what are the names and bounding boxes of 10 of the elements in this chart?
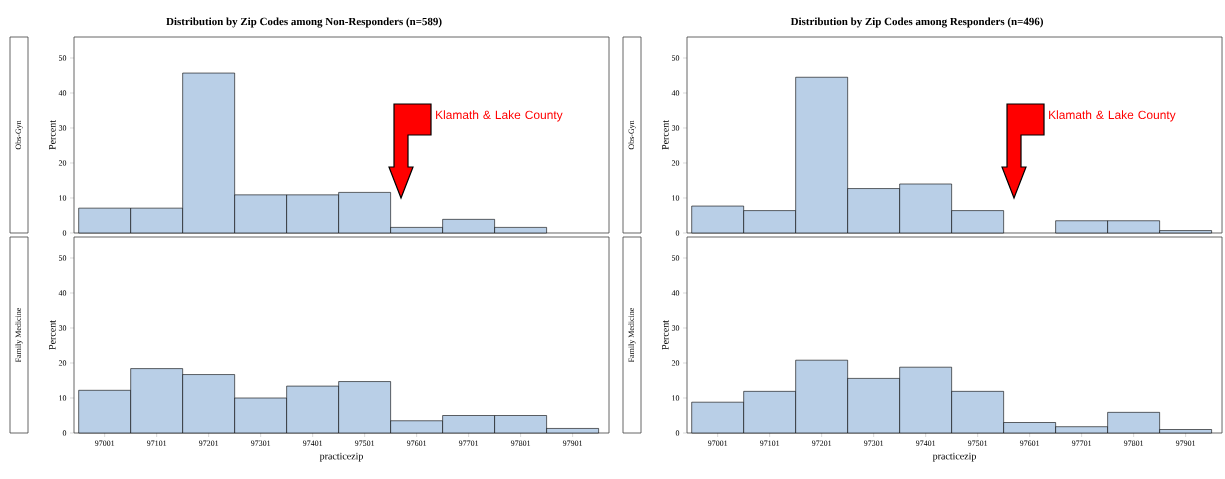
- annotation: Klamath & Lake County: [1049, 110, 1176, 122]
- y-axis-title: Percent: [662, 120, 669, 150]
- x-axis-title: practicezip: [932, 452, 976, 462]
- chart-title: Distribution by Zip Codes among Responders (n=496): [790, 17, 1043, 28]
- y-axis-title: Percent: [49, 320, 56, 350]
- y-axis-title: Percent: [662, 320, 669, 350]
- annotation: Klamath & Lake County: [436, 110, 563, 122]
- chart-title: Distribution by Zip Codes among Non-Responders (n=589): [166, 17, 442, 28]
- x-axis-title: practicezip: [319, 452, 363, 462]
- y-axis-title: Percent: [49, 120, 56, 150]
